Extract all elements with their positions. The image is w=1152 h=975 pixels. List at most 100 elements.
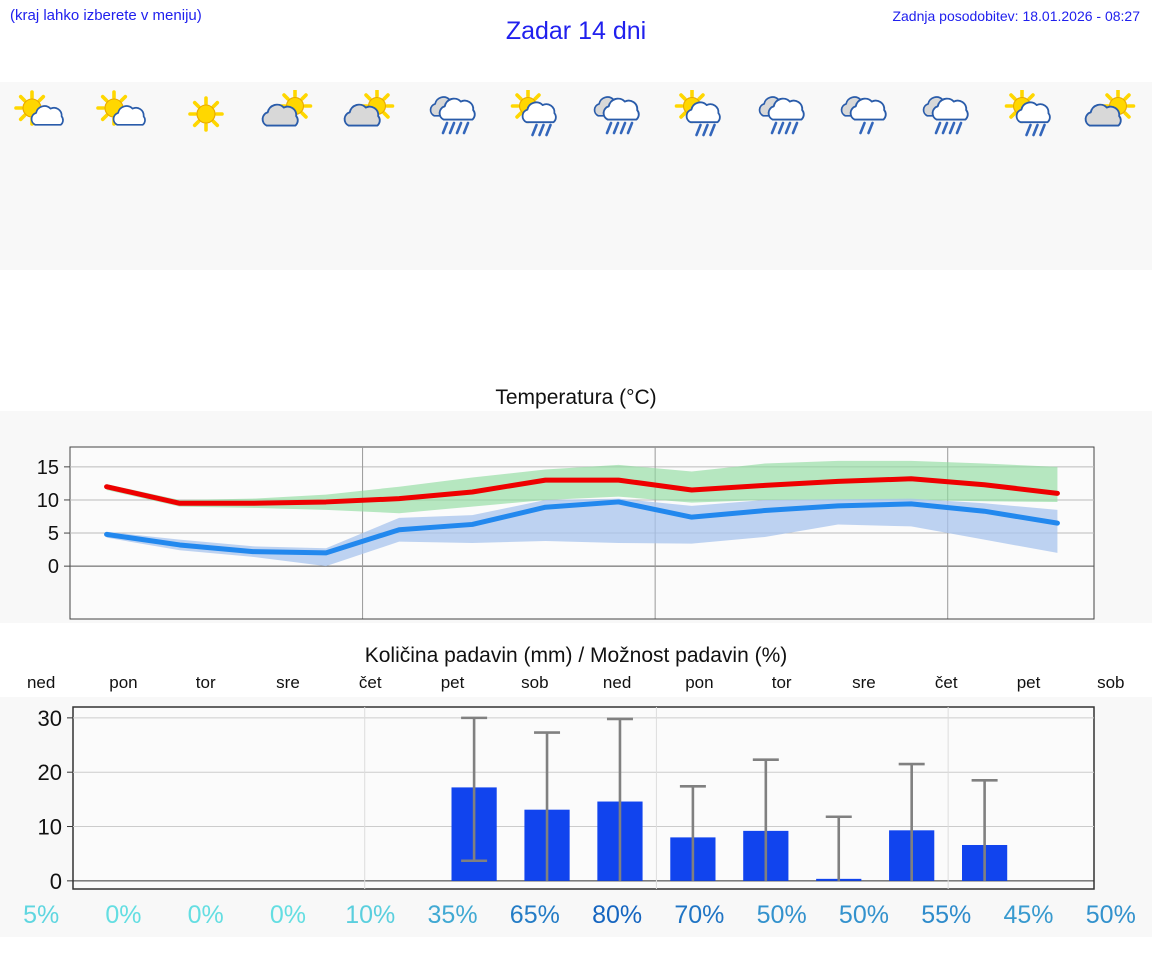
day-column[interactable] (329, 82, 411, 270)
day-column[interactable] (494, 82, 576, 270)
cloud-sun-icon (261, 88, 313, 127)
cloud-rain-icon (758, 96, 805, 135)
precipitation-probability-label: 0% (187, 901, 224, 929)
precipitation-day-label: tor (771, 673, 792, 692)
temperature-y-tick-label: 10 (37, 490, 59, 512)
precipitation-day-labels: ned pon tor sre čet pet sob ned pon tor sre čet pet s… (0, 673, 1152, 697)
weather-icon-wrapper (339, 88, 401, 140)
day-column[interactable] (82, 82, 164, 270)
day-column[interactable] (741, 82, 823, 270)
weather-icon-wrapper (1080, 88, 1142, 140)
weather-icon-wrapper (504, 88, 566, 140)
menu-hint: (kraj lahko izberete v meniju) (10, 7, 202, 24)
precipitation-y-tick-label: 0 (50, 869, 62, 894)
precipitation-probability-label: 55% (921, 901, 972, 929)
precipitation-probability-label: 35% (427, 901, 478, 929)
precipitation-probability-label: 0% (269, 901, 307, 929)
weather-icon-wrapper (915, 90, 977, 140)
precipitation-error-bar (825, 815, 852, 881)
precipitation-probability-label: 80% (592, 901, 643, 929)
weather-icon-wrapper (422, 90, 484, 140)
precipitation-probability-label: 5% (23, 901, 60, 929)
sun-cloud-icon (14, 90, 64, 126)
day-column[interactable] (823, 82, 905, 270)
weather-icon-wrapper (751, 90, 813, 140)
precipitation-probability-row: 5% 0% 0% 0% 10% 35% 65% 80% 70% 50% 50% 55% 45% 50% (0, 898, 1152, 940)
weather-icon-wrapper (175, 90, 237, 140)
daily-forecast-strip (0, 82, 1152, 270)
temperature-y-tick-label: 15 (37, 457, 59, 479)
day-column[interactable] (905, 82, 987, 270)
precipitation-error-bar (898, 762, 925, 881)
precipitation-probability-label: 65% (509, 901, 560, 929)
weather-icon-wrapper (10, 90, 72, 140)
precipitation-day-label: pon (109, 673, 138, 692)
precipitation-chart-section: Količina padavin (mm) / Možnost padavin … (0, 640, 1152, 975)
precipitation-y-tick-label: 30 (38, 706, 62, 731)
day-column[interactable] (987, 82, 1069, 270)
precipitation-error-bar (971, 779, 998, 881)
precipitation-y-tick-label: 20 (38, 760, 62, 785)
precipitation-error-bar (752, 758, 779, 881)
day-column[interactable] (1070, 82, 1152, 270)
temperature-y-tick-label: 5 (48, 523, 59, 545)
day-column[interactable] (411, 82, 493, 270)
precipitation-day-label: sob (521, 673, 549, 692)
precipitation-day-label: čet (358, 673, 382, 692)
precipitation-probability-label: 10% (345, 901, 396, 929)
weather-icon-wrapper (998, 88, 1060, 140)
cloud-rain-light-icon (840, 96, 887, 135)
top-bar: (kraj lahko izberete v meniju) Zadar 14 … (0, 0, 1152, 60)
precipitation-error-bar (534, 731, 561, 881)
page-title: Zadar 14 dni (505, 17, 647, 45)
precipitation-plot: 0 10 20 30 (38, 706, 1095, 894)
day-column[interactable] (658, 82, 740, 270)
precipitation-day-label: pet (440, 673, 465, 692)
cloud-rain-icon (593, 96, 640, 135)
precipitation-probability-label: 45% (1003, 901, 1054, 929)
precipitation-probability-label: 50% (1085, 901, 1136, 929)
temperature-chart-title: Temperatura (°C) (495, 386, 657, 409)
cloud-sun-icon (343, 88, 395, 127)
precipitation-error-bar (461, 716, 488, 863)
precipitation-chart-title: Količina padavin (mm) / Možnost padavin … (364, 644, 788, 667)
precipitation-probability-label: 70% (674, 901, 725, 929)
precipitation-day-label: ned (602, 673, 632, 692)
temperature-plot: 0 5 10 15 (37, 446, 1095, 620)
precipitation-y-tick-label: 10 (38, 815, 62, 840)
day-column[interactable] (576, 82, 658, 270)
precipitation-error-bar (679, 785, 706, 881)
precipitation-day-label: tor (195, 673, 216, 692)
day-column[interactable] (0, 82, 82, 270)
day-column[interactable] (165, 82, 247, 270)
precipitation-error-bar (606, 717, 633, 881)
precipitation-day-label: čet (934, 673, 958, 692)
sun-cloud-rain-icon (510, 88, 557, 137)
weather-icon-wrapper (92, 90, 154, 140)
sun-icon (187, 96, 224, 132)
weather-icon-wrapper (668, 88, 730, 140)
precipitation-day-label: sob (1097, 673, 1125, 692)
precipitation-probability-label: 50% (838, 901, 889, 929)
sun-cloud-rain-icon (675, 88, 722, 137)
precipitation-day-label: sre (276, 673, 300, 692)
sun-cloud-rain-icon (1004, 88, 1051, 137)
last-updated-label: Zadnja posodobitev: 18.01.2026 - 08:27 (892, 8, 1140, 24)
day-column[interactable] (247, 82, 329, 270)
weather-icon-wrapper (257, 88, 319, 140)
temperature-y-tick-label: 0 (48, 556, 59, 578)
precipitation-day-label: sre (852, 673, 876, 692)
temperature-max-line (104, 476, 1060, 506)
precipitation-day-label: pon (685, 673, 714, 692)
cloud-sun-icon (1084, 88, 1136, 127)
cloud-rain-icon (429, 96, 476, 135)
sun-cloud-icon (96, 90, 147, 126)
precipitation-probability-label: 50% (756, 901, 807, 929)
weather-icon-wrapper (833, 90, 895, 140)
precipitation-day-label: pet (1016, 673, 1041, 692)
cloud-rain-icon (922, 96, 969, 135)
weather-icon-wrapper (586, 90, 648, 140)
precipitation-probability-label: 0% (105, 901, 142, 929)
